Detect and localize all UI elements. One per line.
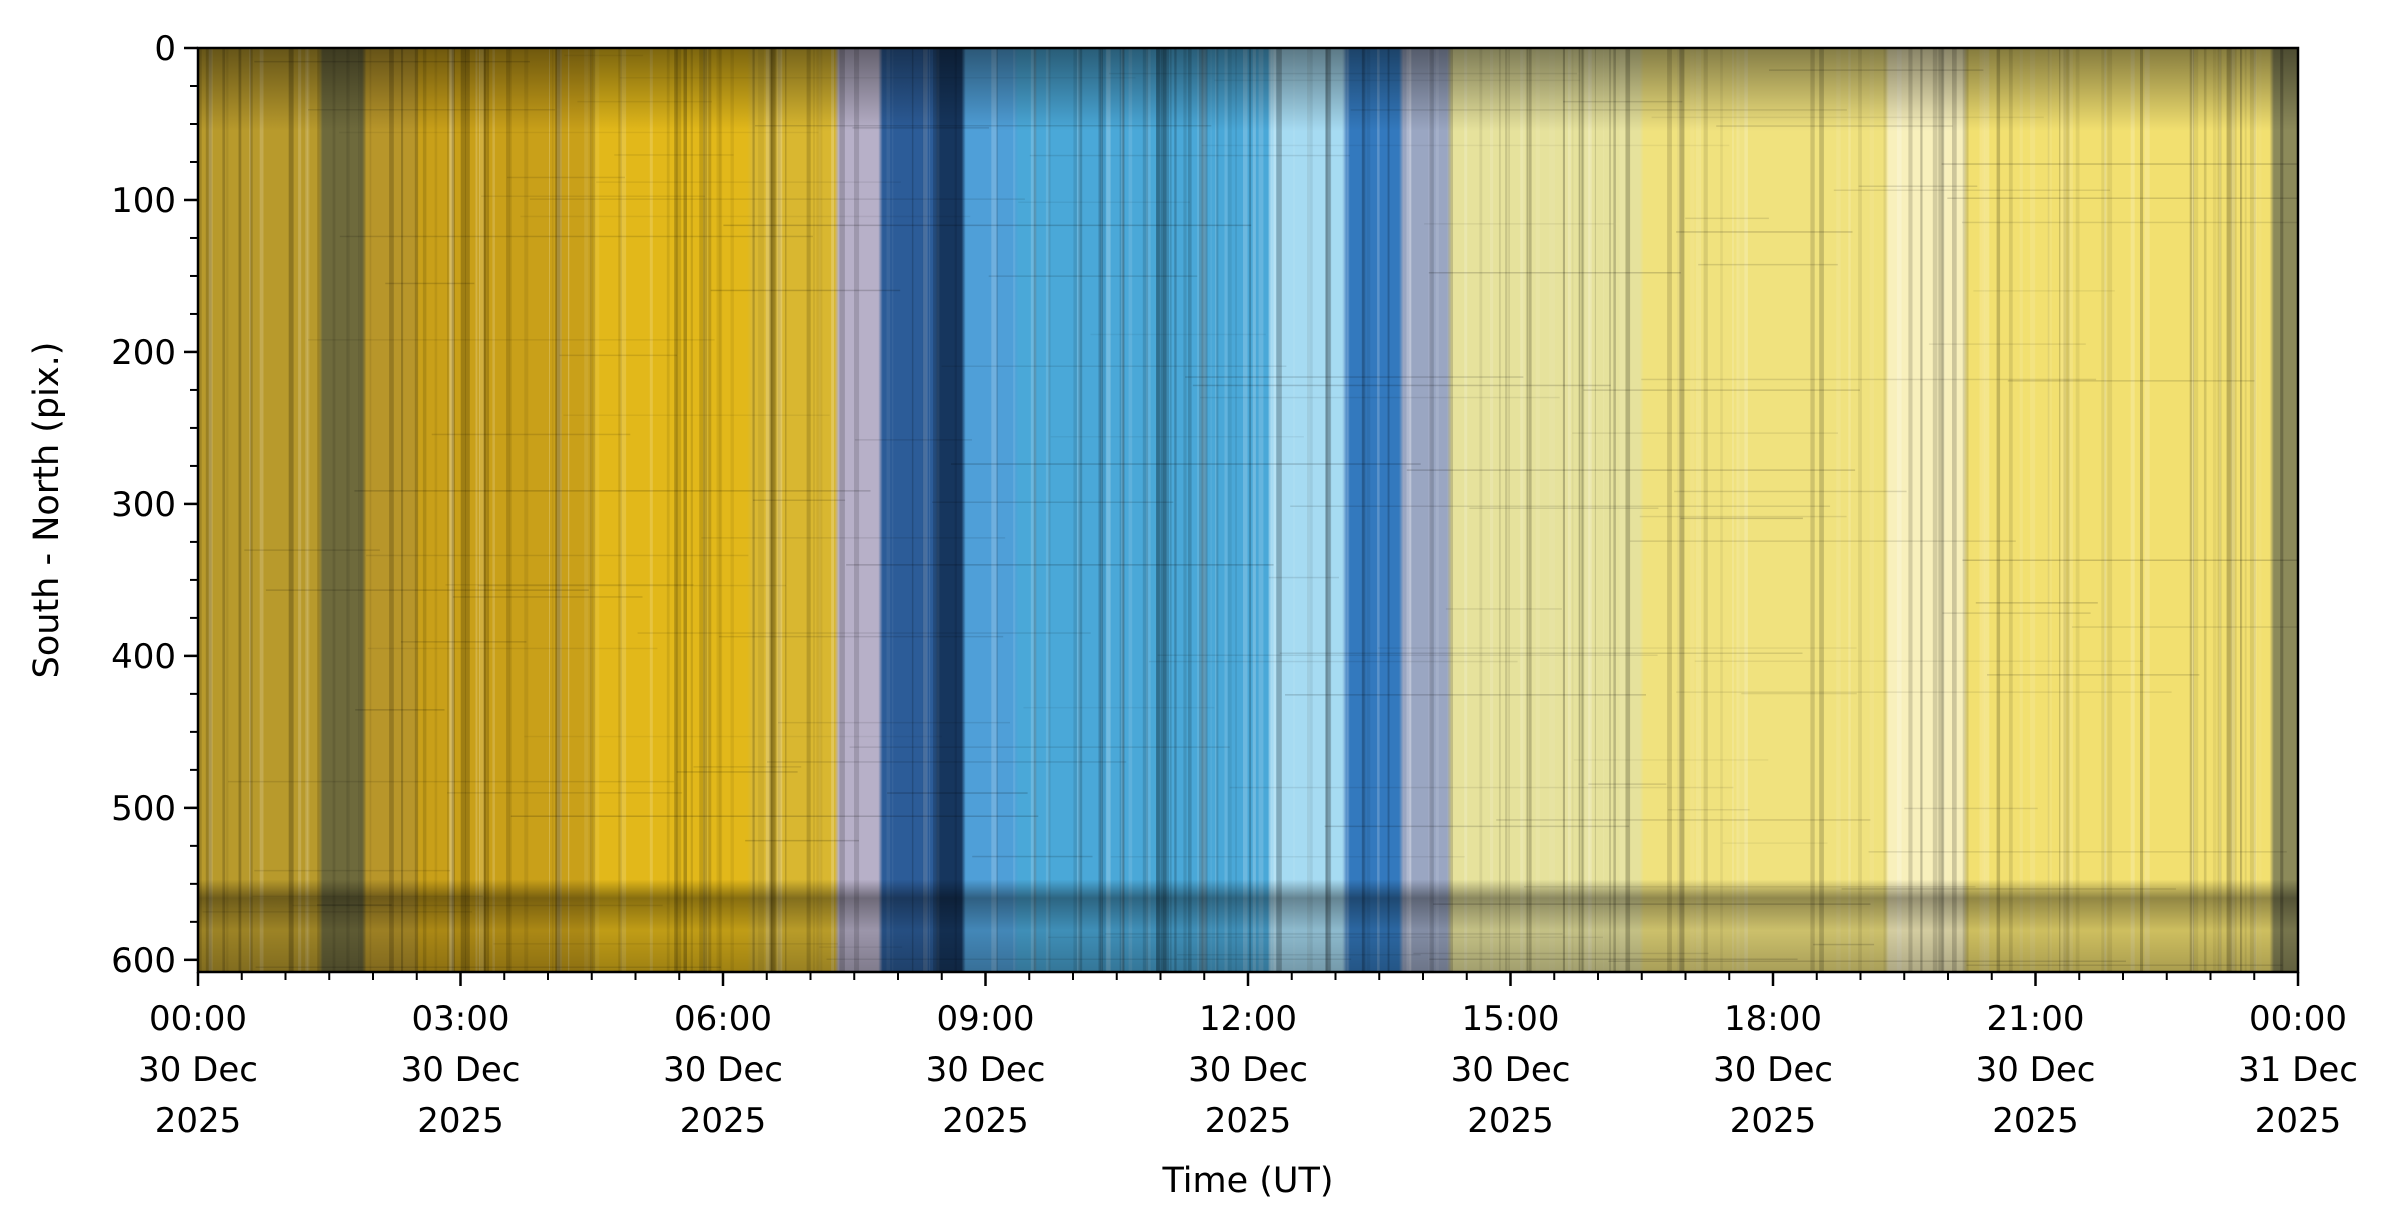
x-tick-label: 06:00 30 Dec 2025: [663, 999, 783, 1141]
x-tick-label: 18:00 30 Dec 2025: [1713, 999, 1833, 1141]
y-tick-label: 300: [111, 485, 176, 525]
x-tick-label: 12:00 30 Dec 2025: [1188, 999, 1308, 1141]
y-tick-label: 600: [111, 941, 176, 981]
plot-area: [198, 48, 2298, 972]
y-tick-label: 400: [111, 637, 176, 677]
y-tick-label: 0: [154, 29, 176, 69]
y-tick-label: 500: [111, 789, 176, 829]
x-tick-label: 00:00 31 Dec 2025: [2238, 999, 2358, 1141]
x-tick-label: 15:00 30 Dec 2025: [1451, 999, 1571, 1141]
y-axis-title: South - North (pix.): [27, 342, 67, 679]
x-tick-label: 03:00 30 Dec 2025: [401, 999, 521, 1141]
heatmap-shade: [198, 48, 2298, 972]
x-tick-label: 09:00 30 Dec 2025: [926, 999, 1046, 1141]
y-tick-label: 100: [111, 181, 176, 221]
y-tick-label: 200: [111, 333, 176, 373]
y-axis: 0 100 200 300 400 500 600: [111, 29, 198, 981]
x-axis: 00:00 30 Dec 2025 03:00 30 Dec 2025 06:00 30 De…: [138, 972, 2358, 1141]
x-axis-title: Time (UT): [1161, 1161, 1333, 1201]
x-tick-label: 21:00 30 Dec 2025: [1976, 999, 2096, 1141]
x-tick-label: 00:00 30 Dec 2025: [138, 999, 258, 1141]
